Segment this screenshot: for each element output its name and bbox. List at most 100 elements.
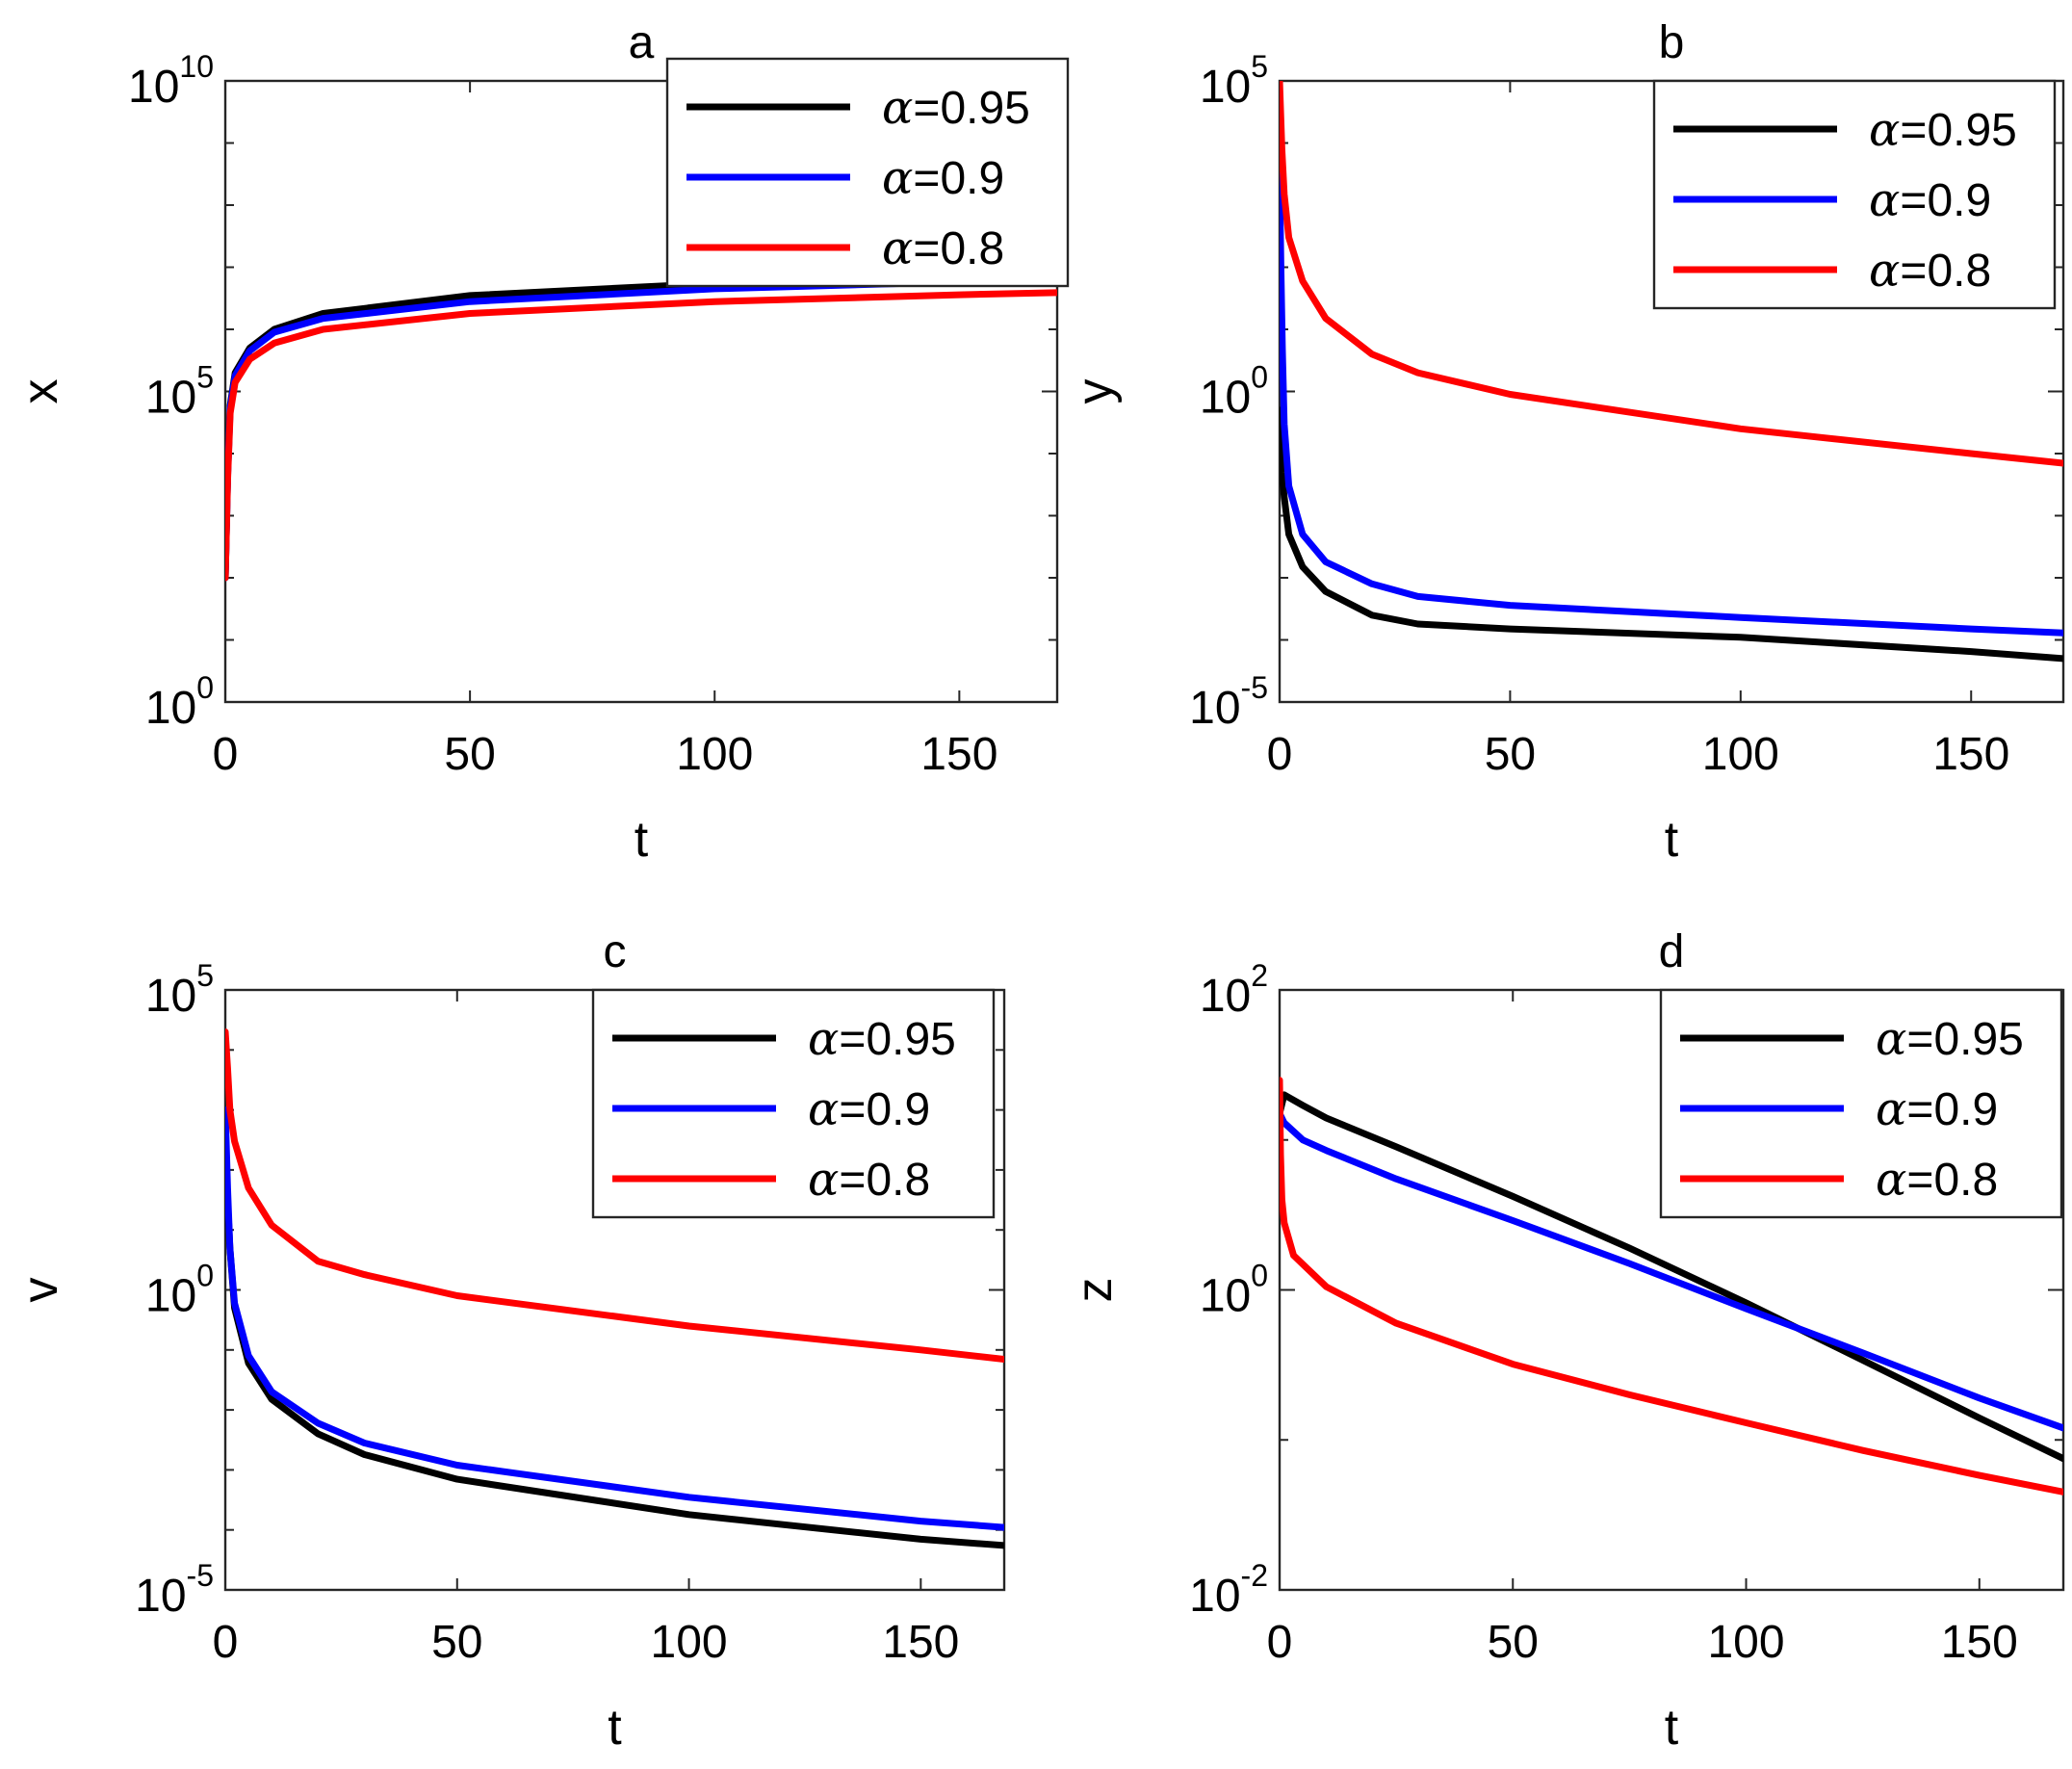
y-tick-base: 10: [1189, 1571, 1240, 1622]
y-tick-label: 10-2: [1189, 1558, 1268, 1622]
x-axis-label: t: [1665, 1700, 1679, 1756]
y-tick-exponent: 5: [196, 360, 214, 395]
legend-label: α=0.9: [808, 1082, 930, 1136]
y-tick-exponent: 5: [196, 958, 214, 993]
y-tick-label: 10-5: [135, 1558, 214, 1622]
legend-alpha-value: =0.9: [913, 153, 1004, 204]
y-tick-exponent: 0: [196, 1259, 214, 1293]
legend-alpha-symbol: α: [882, 221, 913, 275]
x-tick-label: 100: [1707, 1617, 1784, 1668]
series-group: [225, 1028, 1004, 1549]
legend: α=0.95α=0.9α=0.8: [665, 57, 1070, 288]
x-tick-label: 100: [1702, 729, 1779, 780]
series-line-α=0.8: [1280, 1077, 2063, 1496]
legend-alpha-symbol: α: [1869, 173, 1900, 227]
legend-alpha-symbol: α: [808, 1012, 839, 1066]
y-tick-base: 10: [1200, 62, 1251, 113]
y-tick-base: 10: [145, 1271, 196, 1322]
x-tick-label: 50: [1485, 729, 1536, 780]
series-line-α=0.9: [1280, 171, 2063, 637]
legend-alpha-symbol: α: [1869, 244, 1900, 298]
x-tick-label: 0: [213, 729, 239, 780]
legend-alpha-symbol: α: [1876, 1153, 1906, 1207]
y-tick-label: 105: [145, 958, 214, 1022]
x-tick-label: 50: [444, 729, 495, 780]
y-tick-label: 100: [1200, 1259, 1268, 1322]
y-tick-base: 10: [145, 373, 196, 424]
legend-alpha-value: =0.8: [1900, 246, 1991, 297]
legend-label: α=0.8: [808, 1153, 930, 1207]
legend-alpha-value: =0.8: [839, 1155, 930, 1206]
x-tick-label: 50: [431, 1617, 482, 1668]
series-line-α=0.95: [1280, 406, 2063, 663]
series-line-α=0.9: [1280, 1109, 2063, 1432]
panel-title: d: [1659, 926, 1685, 977]
legend-alpha-value: =0.8: [913, 223, 1004, 274]
series-group: [1280, 1077, 2063, 1496]
y-tick-exponent: 5: [1251, 49, 1268, 84]
legend-alpha-symbol: α: [1876, 1082, 1906, 1136]
x-axis-label: t: [635, 812, 649, 868]
legend: α=0.95α=0.9α=0.8: [1659, 988, 2063, 1219]
x-tick-label: 150: [1941, 1617, 2018, 1668]
series-line-α=0.9: [225, 1106, 1004, 1531]
series-group: [225, 272, 1057, 582]
legend-label: α=0.95: [1869, 103, 2017, 157]
y-tick-base: 10: [128, 62, 179, 113]
y-tick-base: 10: [145, 971, 196, 1022]
legend-alpha-value: =0.95: [839, 1014, 955, 1065]
series-line-α=0.8: [1280, 81, 2063, 467]
y-axis-label: z: [1067, 1278, 1123, 1303]
x-tick-label: 50: [1488, 1617, 1539, 1668]
legend: α=0.95α=0.9α=0.8: [1652, 79, 2057, 310]
x-axis-label: t: [1665, 812, 1679, 868]
legend-label: α=0.8: [882, 221, 1004, 275]
legend-alpha-value: =0.95: [1906, 1014, 2023, 1065]
y-tick-base: 10: [1200, 1271, 1251, 1322]
panel-title: c: [604, 926, 627, 977]
x-tick-label: 150: [920, 729, 997, 780]
y-tick-exponent: 0: [1251, 360, 1268, 395]
legend-label: α=0.95: [1876, 1012, 2024, 1066]
legend-label: α=0.9: [1876, 1082, 1998, 1136]
panel-title: a: [629, 17, 655, 68]
x-tick-label: 150: [882, 1617, 959, 1668]
legend-label: α=0.8: [1876, 1153, 1998, 1207]
legend-alpha-symbol: α: [1869, 103, 1900, 157]
y-tick-exponent: 2: [1251, 958, 1268, 993]
y-axis-label: y: [1067, 379, 1123, 404]
legend-alpha-value: =0.95: [913, 83, 1029, 134]
legend-alpha-value: =0.9: [1906, 1084, 1998, 1135]
y-tick-label: 105: [145, 360, 214, 424]
y-tick-label: 100: [145, 670, 214, 734]
legend-alpha-value: =0.9: [1900, 175, 1991, 226]
legend-alpha-value: =0.8: [1906, 1155, 1998, 1206]
y-tick-base: 10: [1200, 373, 1251, 424]
y-tick-base: 10: [1200, 971, 1251, 1022]
legend-label: α=0.95: [882, 81, 1030, 135]
y-tick-label: 10-5: [1189, 670, 1268, 734]
legend-alpha-symbol: α: [1876, 1012, 1906, 1066]
series-group: [1280, 81, 2063, 663]
y-tick-label: 100: [1200, 360, 1268, 424]
y-tick-base: 10: [1189, 683, 1240, 734]
series-line-α=0.8: [225, 289, 1057, 582]
panel-title: b: [1659, 17, 1685, 68]
y-tick-exponent: -5: [187, 1558, 214, 1593]
y-axis-label: v: [13, 1278, 68, 1303]
x-tick-label: 150: [1932, 729, 2009, 780]
legend-alpha-symbol: α: [882, 81, 913, 135]
y-tick-label: 100: [145, 1259, 214, 1322]
y-tick-label: 105: [1200, 49, 1268, 113]
legend: α=0.95α=0.9α=0.8: [591, 988, 996, 1219]
series-line-α=0.8: [225, 1028, 1004, 1363]
x-tick-label: 0: [1267, 729, 1293, 780]
legend-alpha-symbol: α: [882, 151, 913, 205]
y-tick-base: 10: [145, 683, 196, 734]
legend-label: α=0.95: [808, 1012, 956, 1066]
y-tick-label: 102: [1200, 958, 1268, 1022]
legend-alpha-symbol: α: [808, 1153, 839, 1207]
